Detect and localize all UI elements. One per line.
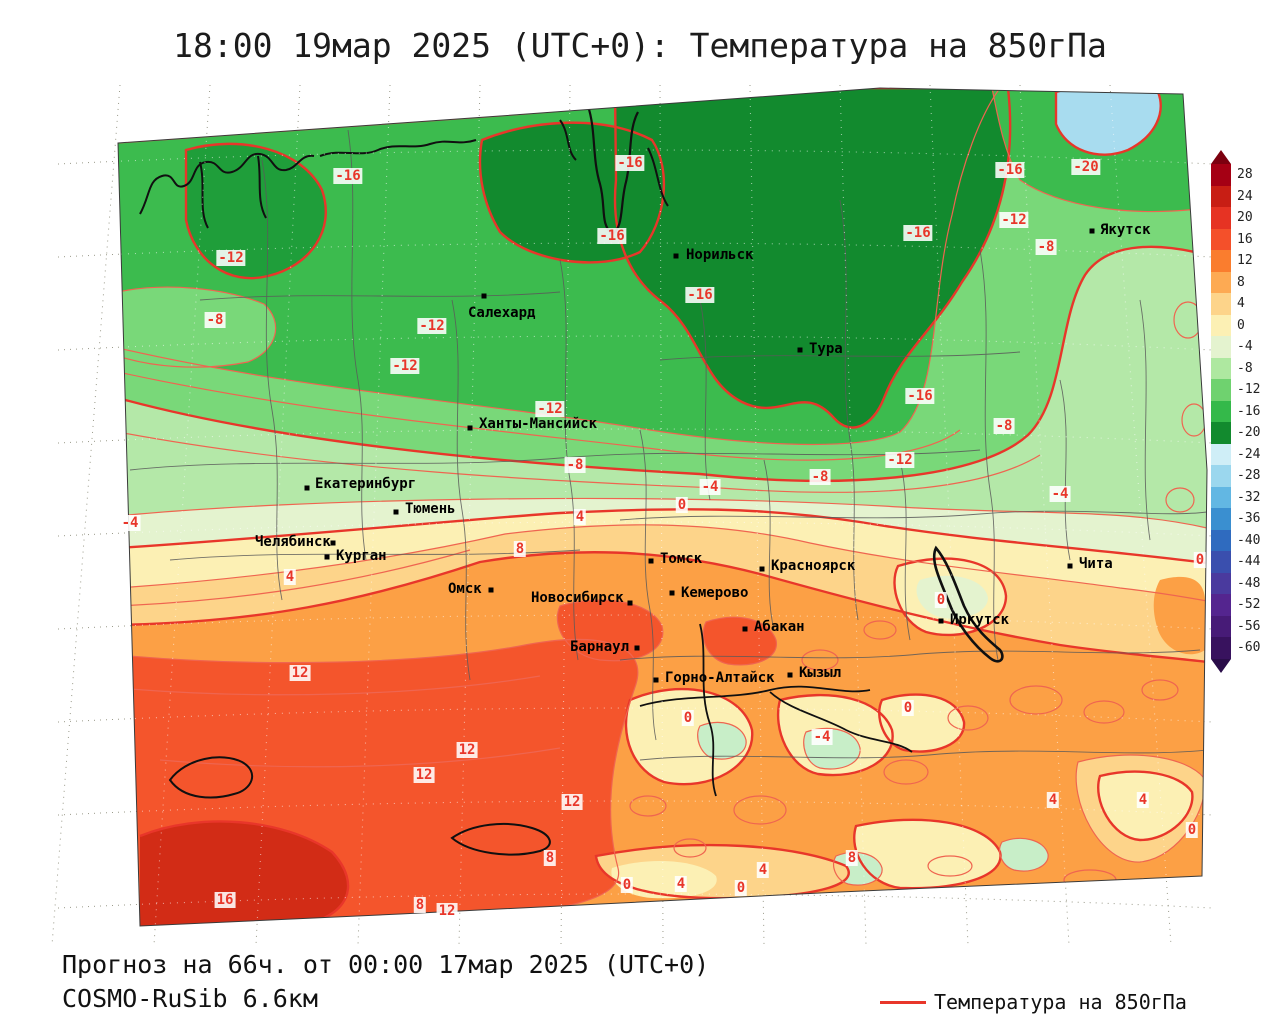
colorbar-swatch [1211, 379, 1231, 401]
colorbar-value: 16 [1237, 231, 1253, 247]
colorbar-swatch [1211, 357, 1231, 379]
contour-line-layer [118, 88, 1207, 926]
colorbar-value: 28 [1237, 167, 1253, 183]
colorbar-swatch [1211, 314, 1231, 336]
colorbar-value: -12 [1237, 382, 1261, 398]
colorbar-swatch [1211, 443, 1231, 465]
colorbar-stop: -52 [1211, 594, 1277, 616]
colorbar-value: 12 [1237, 253, 1253, 269]
colorbar-stop: -8 [1211, 357, 1277, 379]
page-title: 18:00 19мар 2025 (UTC+0): Температура на… [173, 26, 1107, 65]
temperature-field-layer [118, 88, 1207, 926]
domain-outline [117, 87, 1208, 927]
colorbar-stop: 20 [1211, 207, 1277, 229]
colorbar-value: 8 [1237, 274, 1245, 290]
colorbar-stop: -60 [1211, 637, 1277, 659]
colorbar-value: -24 [1237, 446, 1261, 462]
colorbar-swatch [1211, 185, 1231, 207]
colorbar-legend: 28 24 20 16 12 8 4 0 -4 -8 -12 -16 -20 -24 -28 -32 -36 -4… [1211, 150, 1277, 673]
colorbar-stop: 8 [1211, 271, 1277, 293]
colorbar-swatch [1211, 164, 1231, 186]
legend-label: Температура на 850гПа [934, 990, 1187, 1014]
colorbar-stop: 16 [1211, 228, 1277, 250]
colorbar-stop: -44 [1211, 551, 1277, 573]
colorbar-value: -44 [1237, 554, 1261, 570]
colorbar-swatch [1211, 228, 1231, 250]
admin-boundary-layer [129, 129, 1207, 761]
colorbar-swatch [1211, 207, 1231, 229]
colorbar-arrow-up [1211, 150, 1231, 164]
colorbar-value: -52 [1237, 597, 1261, 613]
colorbar-value: -20 [1237, 425, 1261, 441]
colorbar-stop: 28 [1211, 164, 1277, 186]
colorbar-stop: 24 [1211, 185, 1277, 207]
colorbar-value: -56 [1237, 618, 1261, 634]
colorbar-value: 20 [1237, 210, 1253, 226]
colorbar-swatch [1211, 508, 1231, 530]
colorbar-swatch [1211, 551, 1231, 573]
colorbar-stop: 12 [1211, 250, 1277, 272]
colorbar-value: 24 [1237, 188, 1253, 204]
colorbar-swatch [1211, 400, 1231, 422]
colorbar-value: 4 [1237, 296, 1245, 312]
colorbar-swatch [1211, 615, 1231, 637]
colorbar-value: -48 [1237, 575, 1261, 591]
colorbar-value: -32 [1237, 489, 1261, 505]
colorbar-stop: 0 [1211, 314, 1277, 336]
colorbar-stop: -40 [1211, 529, 1277, 551]
colorbar-value: 0 [1237, 317, 1245, 333]
colorbar-stop: -48 [1211, 572, 1277, 594]
colorbar-swatch [1211, 486, 1231, 508]
colorbar-stop: 4 [1211, 293, 1277, 315]
colorbar-swatch [1211, 465, 1231, 487]
colorbar-swatch [1211, 637, 1231, 659]
colorbar-swatch [1211, 529, 1231, 551]
colorbar-stop: -28 [1211, 465, 1277, 487]
colorbar-value: -4 [1237, 339, 1253, 355]
colorbar-swatch [1211, 293, 1231, 315]
colorbar-value: -36 [1237, 511, 1261, 527]
colorbar-value: -16 [1237, 403, 1261, 419]
model-info: COSMO-RuSib 6.6км [62, 984, 318, 1013]
colorbar-stop: -16 [1211, 400, 1277, 422]
colorbar-stop: -32 [1211, 486, 1277, 508]
colorbar-stop: -56 [1211, 615, 1277, 637]
colorbar-value: -8 [1237, 360, 1253, 376]
colorbar-stop: -24 [1211, 443, 1277, 465]
colorbar-stop: -20 [1211, 422, 1277, 444]
forecast-info: Прогноз на 66ч. от 00:00 17мар 2025 (UTC… [62, 950, 710, 979]
colorbar-swatch [1211, 250, 1231, 272]
colorbar-swatch [1211, 336, 1231, 358]
colorbar-swatch [1211, 422, 1231, 444]
colorbar-value: -40 [1237, 532, 1261, 548]
legend-line-sample [880, 1000, 926, 1004]
colorbar-value: -60 [1237, 640, 1261, 656]
colorbar-arrow-down [1211, 658, 1231, 673]
colorbar-swatch [1211, 572, 1231, 594]
colorbar-swatch [1211, 594, 1231, 616]
colorbar-value: -28 [1237, 468, 1261, 484]
colorbar-stop: -36 [1211, 508, 1277, 530]
colorbar-stop: -12 [1211, 379, 1277, 401]
colorbar-stop: -4 [1211, 336, 1277, 358]
map-legend: Температура на 850гПа [880, 990, 1187, 1014]
colorbar-swatch [1211, 271, 1231, 293]
